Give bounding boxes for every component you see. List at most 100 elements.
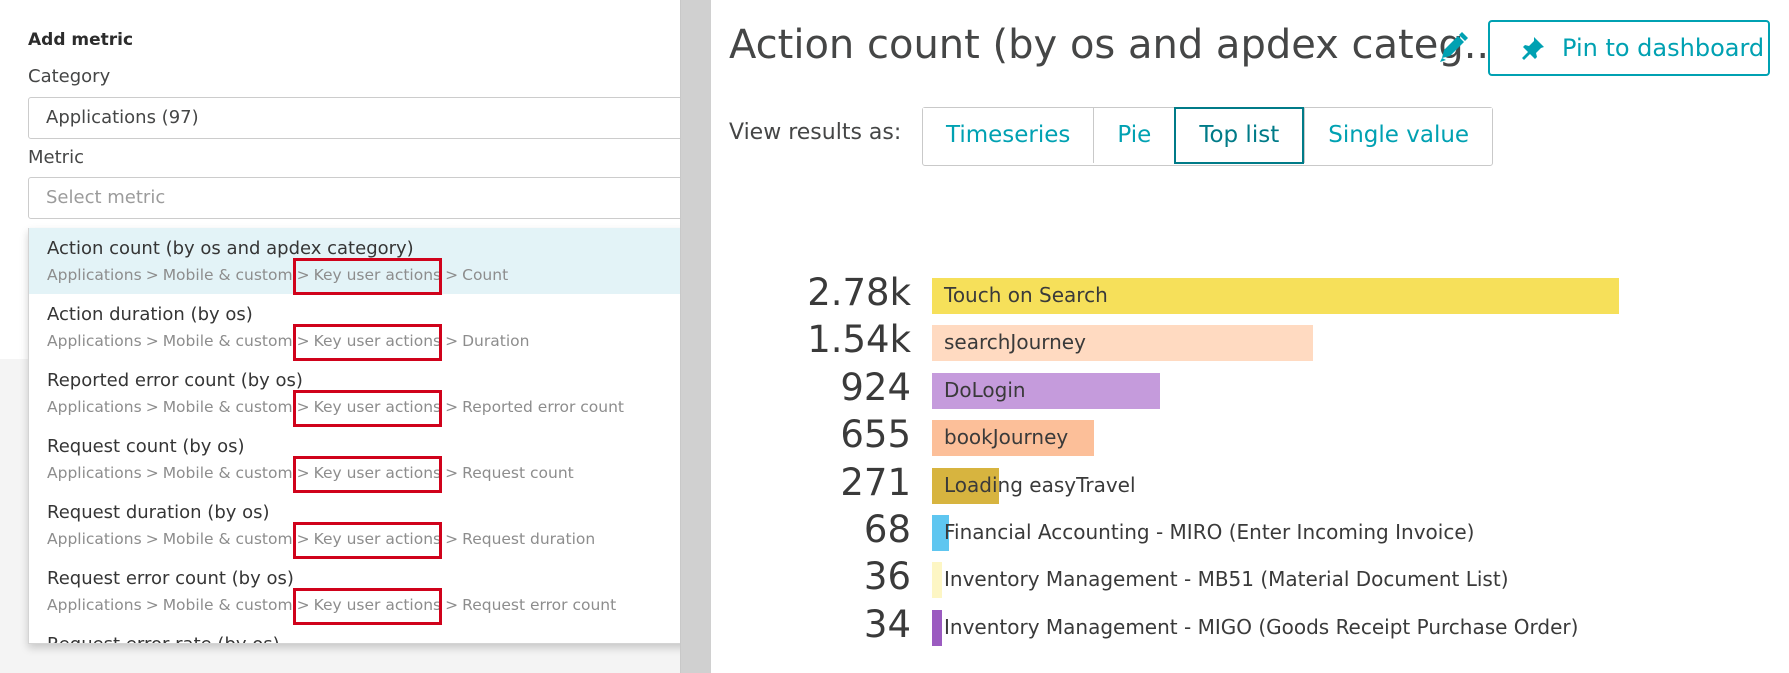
- top-list-value: 36: [863, 555, 911, 598]
- top-list-chart: 2.78k Touch on Search 1.54k searchJourney 92…: [711, 270, 1789, 670]
- view-option-top-list[interactable]: Top list: [1174, 107, 1305, 164]
- highlight-box: [293, 588, 442, 625]
- chart-title: Action count (by os and apdex categ...: [729, 22, 1502, 68]
- path-segment: Duration: [462, 332, 530, 350]
- path-segment: Key user actions: [313, 398, 442, 416]
- path-segment: Applications: [47, 332, 142, 350]
- path-separator: >: [145, 266, 159, 284]
- top-list-row[interactable]: 271 Loading easyTravel: [711, 460, 1789, 507]
- path-segment: Applications: [47, 398, 142, 416]
- top-list-label: Inventory Management - MIGO (Goods Recei…: [944, 615, 1579, 639]
- top-list-label: searchJourney: [944, 330, 1086, 354]
- metric-option-path: Applications > Mobile & custom > Key user ac…: [47, 332, 529, 350]
- pin-to-dashboard-button[interactable]: Pin to dashboard: [1488, 20, 1770, 76]
- path-segment: Applications: [47, 530, 142, 548]
- panel-title: Add metric: [28, 30, 134, 50]
- path-segment: Mobile & custom: [162, 464, 293, 482]
- top-list-row[interactable]: 655 bookJourney: [711, 412, 1789, 459]
- top-list-label: Financial Accounting - MIRO (Enter Incom…: [944, 520, 1475, 544]
- top-list-bar: [932, 468, 999, 504]
- chart-panel: Action count (by os and apdex categ... P…: [711, 0, 1789, 673]
- metric-option[interactable]: Request count (by os) Applications > Mobile…: [29, 426, 680, 493]
- path-separator: >: [145, 596, 159, 614]
- pin-icon: [1522, 37, 1544, 60]
- path-segment: Applications: [47, 266, 142, 284]
- top-list-bar: [932, 373, 1160, 409]
- path-separator: >: [445, 464, 459, 482]
- top-list-row[interactable]: 2.78k Touch on Search: [711, 270, 1789, 317]
- top-list-bar: [932, 420, 1094, 456]
- pin-button-label: Pin to dashboard: [1562, 34, 1765, 62]
- top-list-value: 271: [840, 461, 911, 504]
- view-option-pie[interactable]: Pie: [1093, 108, 1175, 163]
- metric-option-name: Request error rate (by os): [47, 634, 280, 643]
- highlight-box: [293, 390, 442, 427]
- highlight-box: [293, 456, 442, 493]
- path-separator: >: [445, 596, 459, 614]
- top-list-label: Touch on Search: [944, 283, 1108, 307]
- path-segment: Key user actions: [313, 266, 442, 284]
- top-list-value: 1.54k: [807, 318, 911, 361]
- metric-option-path: Applications > Mobile & custom > Key user ac…: [47, 266, 508, 284]
- metric-option[interactable]: Request duration (by os) Applications > Mob…: [29, 492, 680, 559]
- path-segment: Key user actions: [313, 596, 442, 614]
- top-list-row[interactable]: 924 DoLogin: [711, 365, 1789, 412]
- path-segment: Applications: [47, 596, 142, 614]
- path-segment: Mobile & custom: [162, 530, 293, 548]
- highlight-box: [293, 258, 442, 295]
- path-separator: >: [445, 398, 459, 416]
- top-list-value: 924: [840, 366, 911, 409]
- view-mode-selector: Timeseries Pie Top list Single value: [922, 107, 1494, 166]
- path-separator: >: [296, 530, 310, 548]
- metric-search-input[interactable]: Select metric: [28, 177, 680, 219]
- metric-option-path: Applications > Mobile & custom > Key user ac…: [47, 596, 616, 614]
- metric-option-name: Request error count (by os): [47, 568, 294, 589]
- category-label: Category: [28, 66, 111, 87]
- category-select[interactable]: Applications (97): [28, 97, 680, 139]
- top-list-row[interactable]: 36 Inventory Management - MB51 (Material …: [711, 554, 1789, 601]
- path-separator: >: [296, 596, 310, 614]
- path-segment: Count: [462, 266, 509, 284]
- metric-option-name: Request count (by os): [47, 436, 245, 457]
- top-list-label: Inventory Management - MB51 (Material Do…: [944, 567, 1509, 591]
- top-list-bar: [932, 325, 1313, 361]
- path-segment: Request error count: [462, 596, 617, 614]
- top-list-value: 68: [863, 508, 911, 551]
- add-metric-panel: Add metric Category Applications (97) Me…: [0, 0, 681, 673]
- top-list-row[interactable]: 68 Financial Accounting - MIRO (Enter Inc…: [711, 507, 1789, 554]
- path-segment: Mobile & custom: [162, 266, 293, 284]
- metric-option[interactable]: Request error rate (by os): [29, 624, 680, 643]
- metric-option[interactable]: Action count (by os and apdex category) A…: [29, 228, 680, 295]
- path-segment: Mobile & custom: [162, 398, 293, 416]
- highlight-box: [293, 522, 442, 559]
- highlight-box: [293, 324, 442, 361]
- metric-option[interactable]: Request error count (by os) Applications >…: [29, 558, 680, 625]
- path-separator: >: [145, 398, 159, 416]
- path-separator: >: [445, 266, 459, 284]
- metric-option-name: Action count (by os and apdex category): [47, 238, 414, 259]
- path-segment: Mobile & custom: [162, 332, 293, 350]
- top-list-row[interactable]: 1.54k searchJourney: [711, 317, 1789, 364]
- path-segment: Request duration: [462, 530, 596, 548]
- view-results-label: View results as:: [729, 120, 902, 145]
- metric-label: Metric: [28, 147, 84, 168]
- path-segment: Key user actions: [313, 464, 442, 482]
- view-option-single-value[interactable]: Single value: [1304, 108, 1493, 163]
- metric-option-name: Request duration (by os): [47, 502, 270, 523]
- top-list-bar: [932, 278, 1619, 314]
- path-separator: >: [296, 266, 310, 284]
- metric-option[interactable]: Action duration (by os) Applications > Mobi…: [29, 294, 680, 361]
- path-separator: >: [445, 530, 459, 548]
- pencil-icon[interactable]: [1438, 30, 1468, 64]
- top-list-row[interactable]: 34 Inventory Management - MIGO (Goods Rec…: [711, 602, 1789, 649]
- top-list-value: 655: [840, 413, 911, 456]
- top-list-value: 2.78k: [807, 271, 911, 314]
- top-list-bar: [932, 610, 942, 646]
- top-list-bar: [932, 515, 949, 551]
- top-list-label: bookJourney: [944, 425, 1069, 449]
- path-separator: >: [296, 398, 310, 416]
- metric-option[interactable]: Reported error count (by os) Applications…: [29, 360, 680, 427]
- metric-option-name: Reported error count (by os): [47, 370, 303, 391]
- top-list-label: DoLogin: [944, 378, 1026, 402]
- view-option-timeseries[interactable]: Timeseries: [923, 108, 1094, 163]
